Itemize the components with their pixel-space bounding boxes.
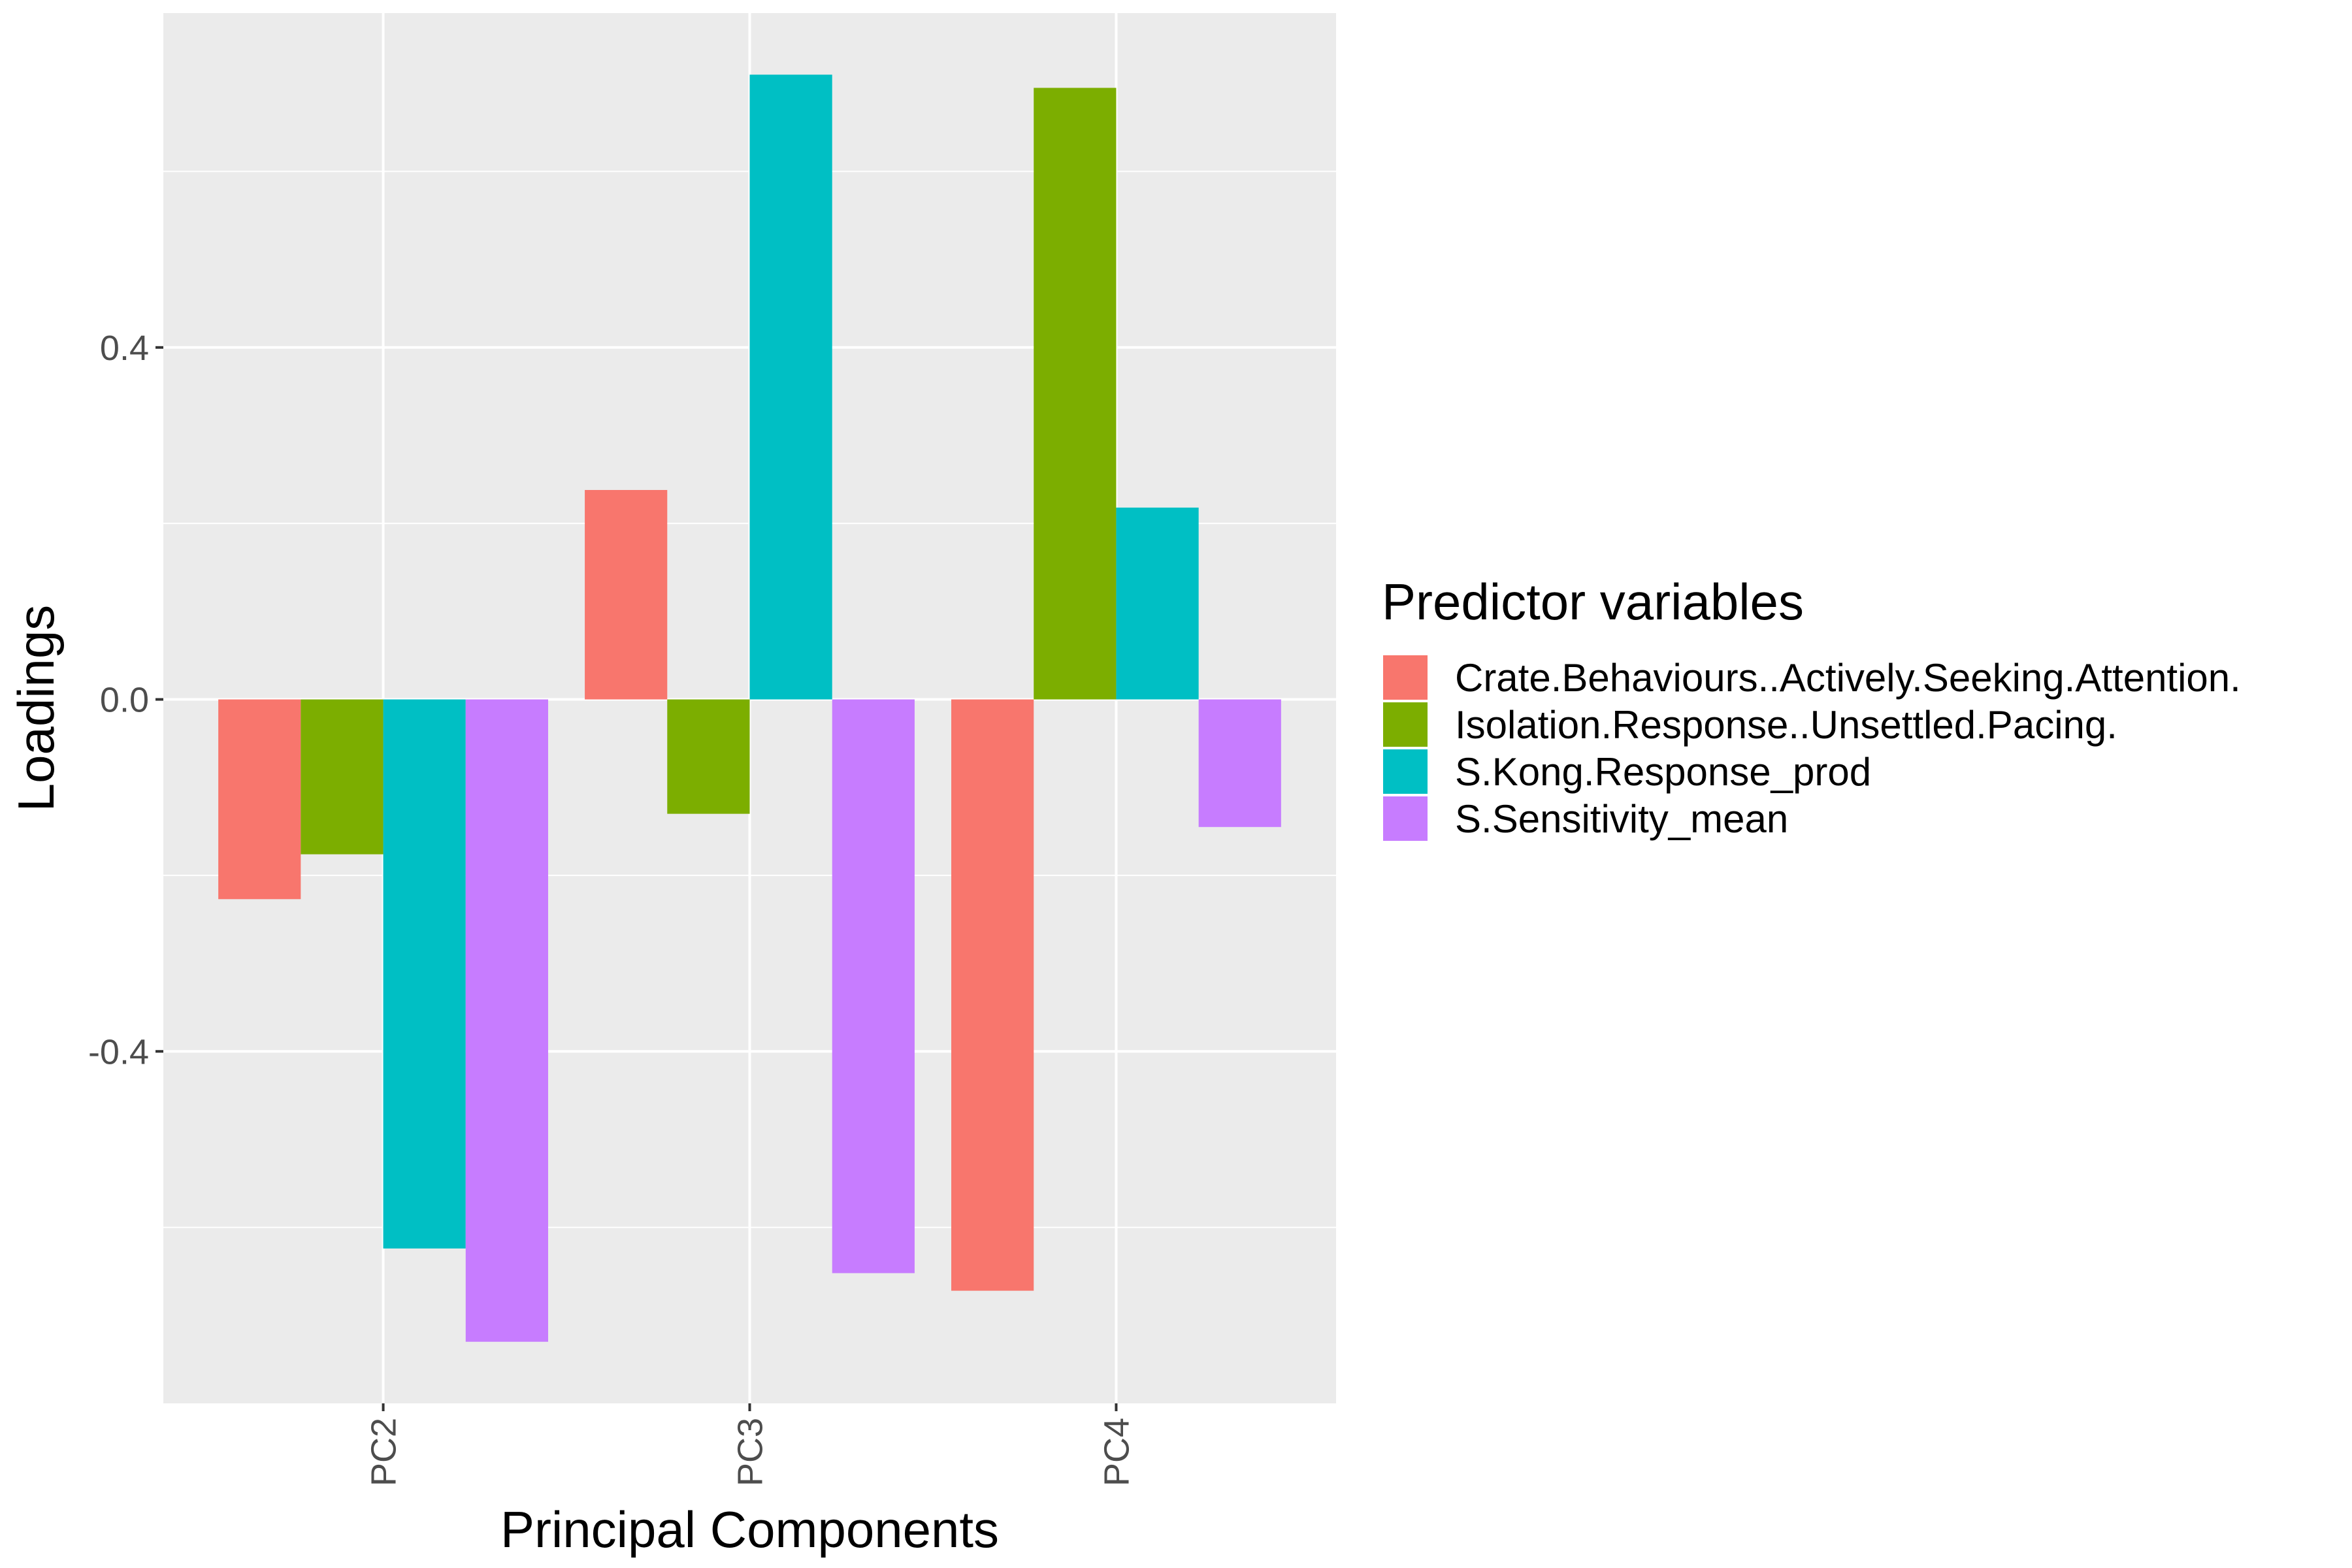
legend-label: Crate.Behaviours..Actively.Seeking.Atten…	[1455, 656, 2241, 700]
bars	[218, 74, 1281, 1342]
bar-pc3-series-3	[749, 74, 832, 700]
legend-key	[1383, 796, 1428, 841]
bar-pc3-series-1	[585, 489, 668, 700]
bar-pc2-series-2	[301, 699, 384, 855]
x-tick-label: PC2	[365, 1418, 404, 1486]
legend-key	[1383, 749, 1428, 794]
y-tick-label: 0.4	[100, 329, 149, 368]
x-tick-label: PC3	[731, 1418, 770, 1486]
y-tick-label: 0.0	[100, 681, 149, 720]
bar-pc4-series-3	[1116, 507, 1199, 700]
x-axis-title: Principal Components	[500, 1501, 999, 1558]
bar-pc2-series-3	[383, 699, 466, 1249]
bar-pc4-series-4	[1198, 699, 1281, 827]
legend-label: S.Kong.Response_prod	[1455, 750, 1871, 794]
legend-title: Predictor variables	[1382, 573, 1804, 630]
y-axis: -0.4 0.0 0.4	[88, 329, 163, 1071]
y-axis-title: Loadings	[7, 605, 65, 812]
x-axis: PC2 PC3 PC4	[365, 1403, 1136, 1486]
bar-pc3-series-4	[832, 699, 915, 1273]
legend-key	[1383, 655, 1428, 700]
legend-label: Isolation.Response..Unsettled.Pacing.	[1455, 703, 2117, 747]
bar-pc3-series-2	[667, 699, 750, 814]
x-tick-label: PC4	[1097, 1418, 1136, 1486]
bar-pc2-series-4	[465, 699, 548, 1342]
y-tick-label: -0.4	[88, 1032, 149, 1071]
bar-pc4-series-1	[951, 699, 1034, 1291]
legend-key	[1383, 702, 1428, 747]
bar-pc2-series-1	[218, 699, 301, 900]
legend-label: S.Sensitivity_mean	[1455, 797, 1788, 841]
bar-pc4-series-2	[1034, 88, 1117, 700]
legend-items: Crate.Behaviours..Actively.Seeking.Atten…	[1383, 655, 2241, 841]
legend: Predictor variables Crate.Behaviours..Ac…	[1382, 573, 2241, 841]
